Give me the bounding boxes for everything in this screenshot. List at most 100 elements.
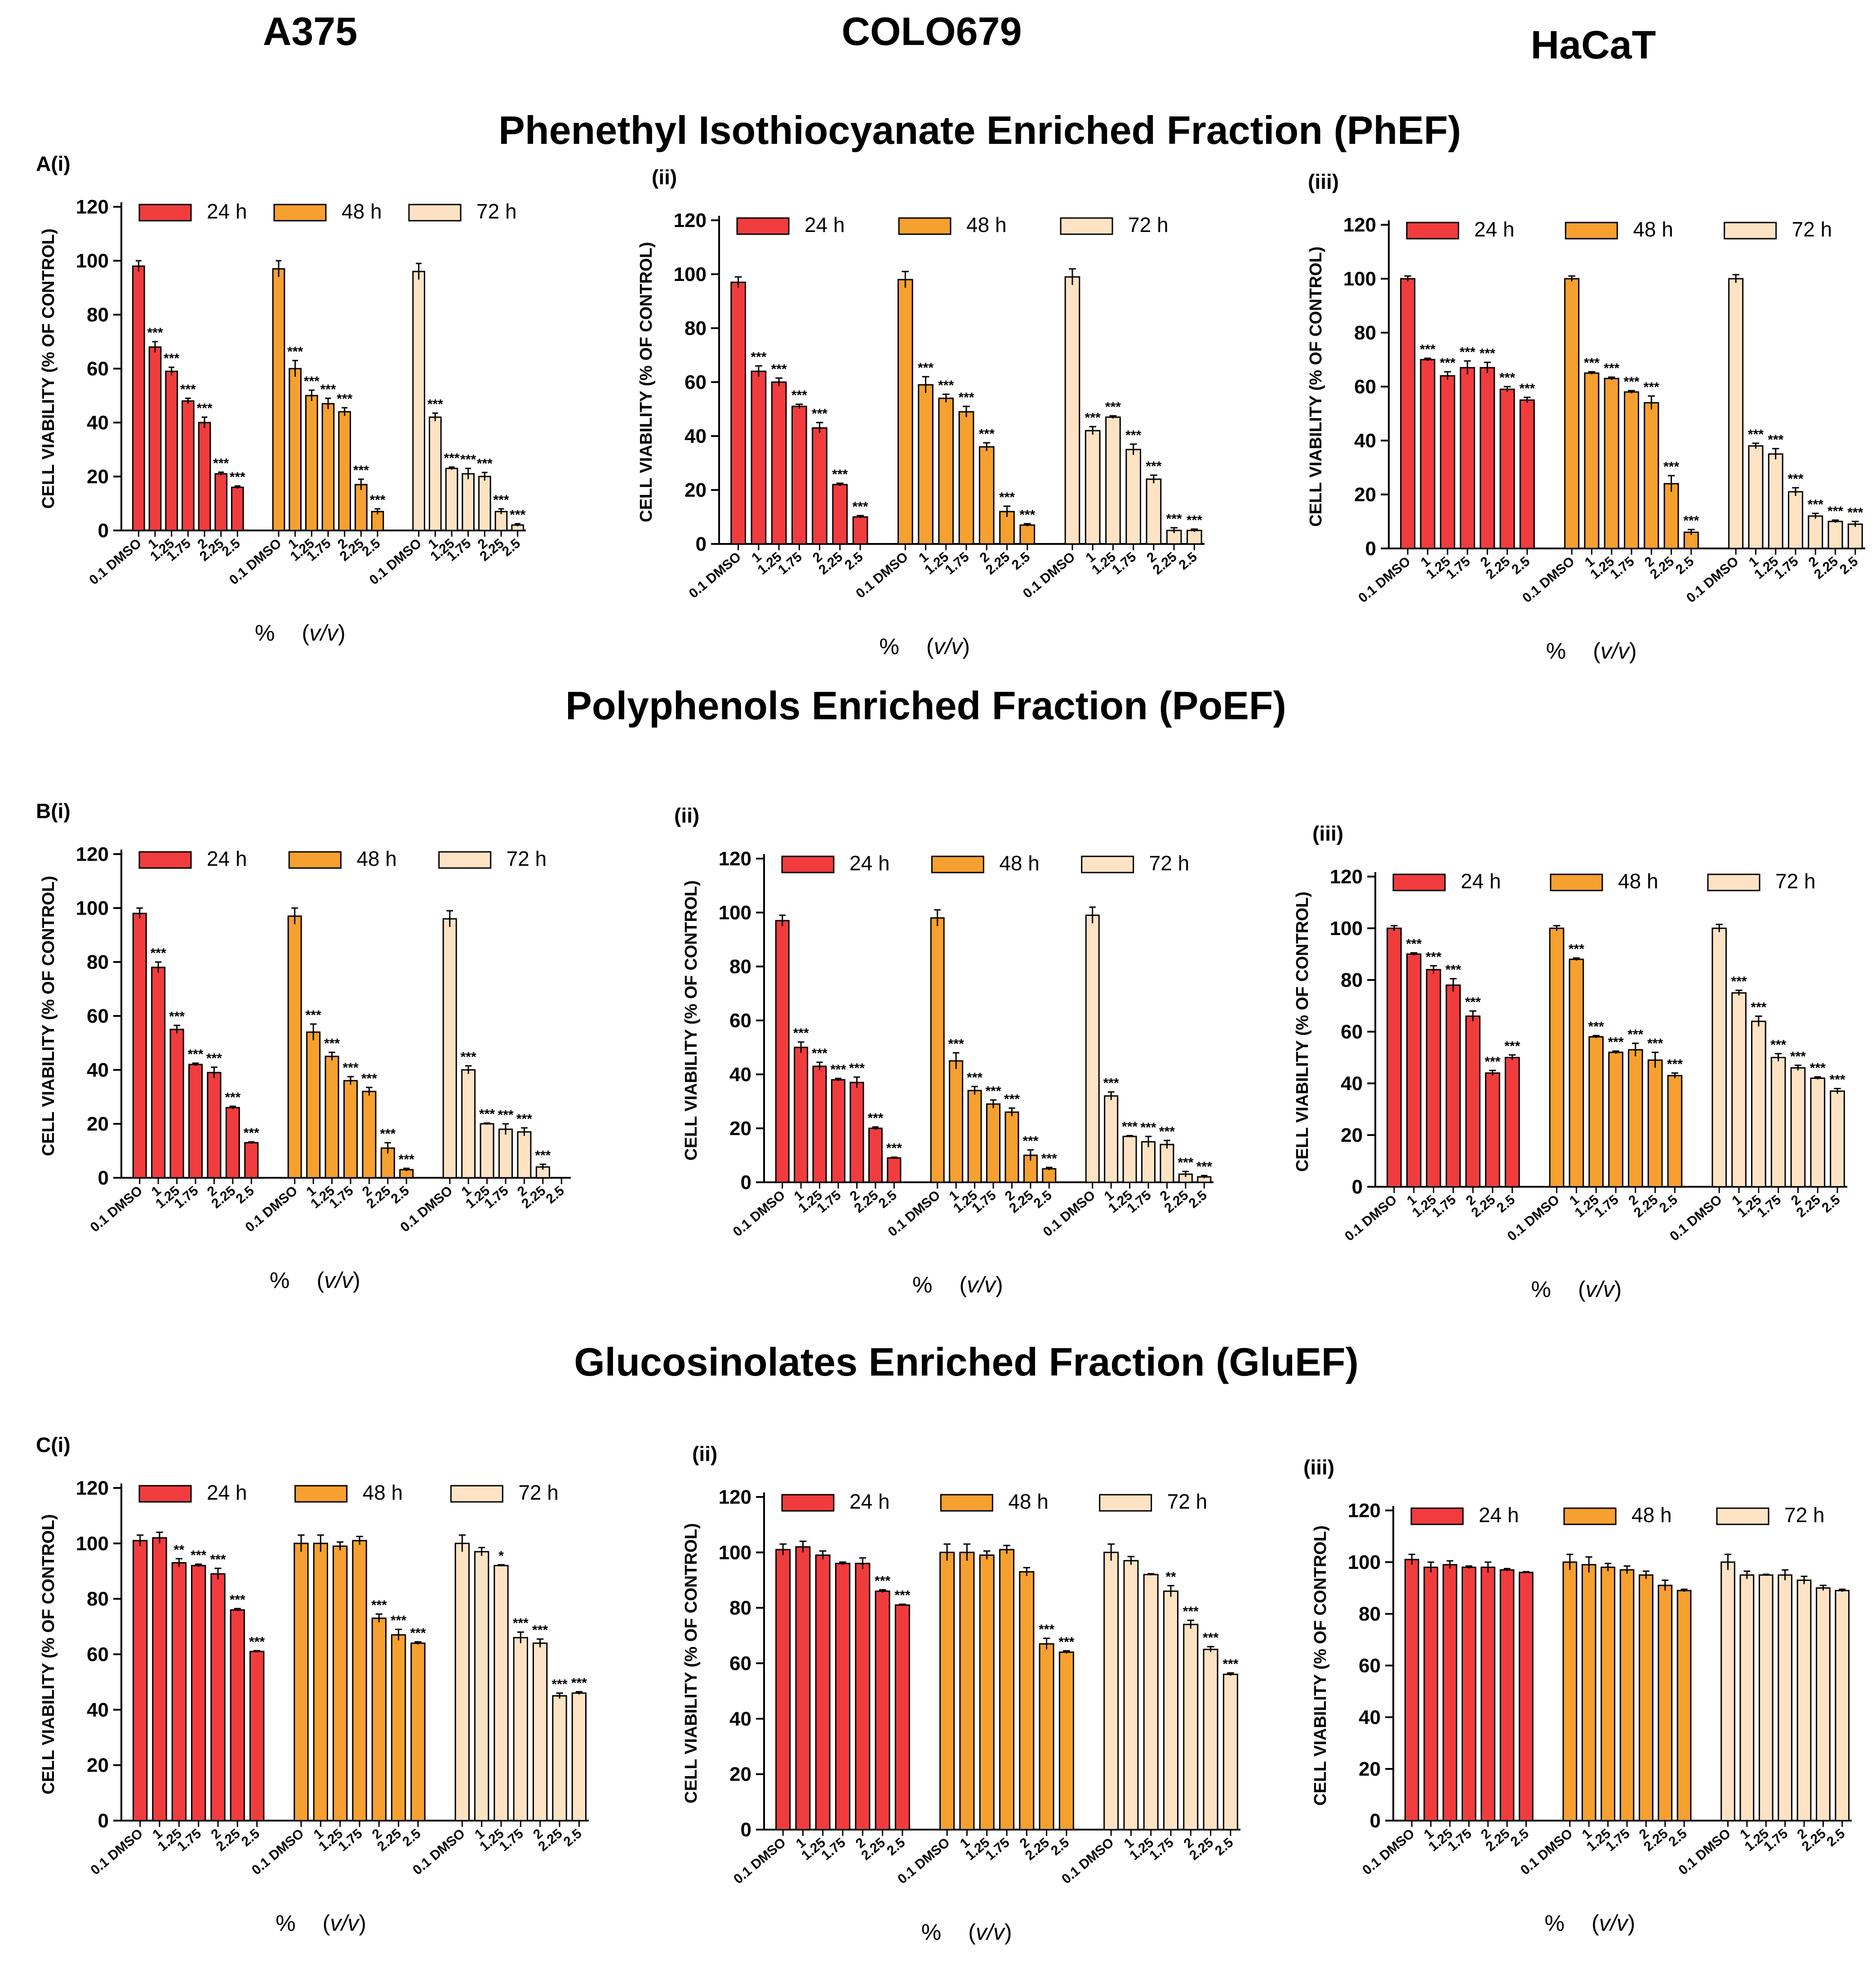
- significance-label: ***: [958, 390, 974, 405]
- significance-label: ***: [380, 1127, 396, 1141]
- y-tick-label: 80: [729, 1597, 751, 1619]
- y-tick-label: 20: [87, 1755, 109, 1777]
- bar: [1183, 1624, 1199, 1830]
- significance-label: ***: [1465, 995, 1481, 1010]
- bar: [1808, 515, 1823, 549]
- significance-label: ***: [1187, 513, 1202, 528]
- bar: [1187, 530, 1202, 545]
- x-axis-title: % (v/v): [1546, 638, 1637, 664]
- x-tick-label: 1.75: [1772, 554, 1801, 582]
- y-tick-label: 100: [76, 250, 109, 272]
- bar: [1847, 523, 1863, 549]
- section-title-poef: Polyphenols Enriched Fraction (PoEF): [565, 683, 1286, 728]
- x-tick-label: 2.5: [1186, 1188, 1210, 1211]
- legend-label: 48 h: [999, 851, 1040, 875]
- bar: [1203, 1648, 1218, 1830]
- x-tick-label: 2.5: [1666, 1826, 1689, 1849]
- bar: [1404, 1559, 1419, 1822]
- significance-label: ***: [979, 427, 995, 441]
- x-tick-label: 2.25: [1022, 1835, 1052, 1863]
- bar: [939, 1551, 955, 1830]
- x-axis-title-prefix: %: [276, 1911, 295, 1936]
- x-tick-label: 0.1 DMSO: [1342, 1192, 1400, 1244]
- y-tick-label: 60: [1359, 1655, 1381, 1677]
- bar: [230, 1609, 245, 1822]
- chart-panel-4: B(i) CELL VIABILITY (% OF CONTROL) 0 20 40 60…: [36, 799, 571, 1293]
- legend-swatch: [1392, 873, 1446, 891]
- x-axis-title-unit: v/v: [309, 620, 339, 646]
- legend-swatch: [736, 217, 790, 235]
- significance-label: ***: [1584, 356, 1600, 370]
- bar: [1731, 992, 1747, 1188]
- bar: [1105, 416, 1121, 545]
- y-tick-label: 80: [87, 1588, 109, 1610]
- bar: [1588, 1036, 1604, 1188]
- significance-label: ***: [1644, 380, 1659, 395]
- significance-label: ***: [853, 499, 868, 514]
- y-axis-title: CELL VIABILITY (% OF CONTROL): [682, 880, 701, 1160]
- significance-label: ***: [1627, 1027, 1643, 1042]
- significance-label: ***: [342, 1060, 358, 1075]
- x-axis-title-unit: v/v: [967, 1272, 997, 1297]
- bar: [171, 1562, 187, 1822]
- bar: [1720, 1561, 1735, 1822]
- bar: [999, 1549, 1014, 1830]
- panel-label: C(i): [36, 1433, 71, 1456]
- x-tick-label: 1.75: [1754, 1192, 1784, 1220]
- bar: [1223, 1674, 1238, 1830]
- panel-label: B(i): [36, 799, 71, 823]
- bar: [474, 1551, 489, 1822]
- bar: [1770, 1057, 1786, 1188]
- x-axis-title-prefix: %: [270, 1268, 289, 1293]
- bar: [1465, 1015, 1480, 1188]
- bar: [1042, 1168, 1057, 1183]
- legend-label: 48 h: [1631, 1503, 1672, 1527]
- bar: [979, 1554, 995, 1830]
- significance-label: ***: [371, 1598, 387, 1613]
- x-axis-title-close: ): [1628, 1911, 1636, 1936]
- legend-swatch: [138, 851, 192, 869]
- x-tick-label: 1.75: [1109, 549, 1139, 578]
- y-tick-label: 120: [719, 848, 751, 870]
- bar: [1676, 1590, 1692, 1822]
- x-tick-label: 2.5: [359, 536, 383, 559]
- significance-label: ***: [1183, 1604, 1199, 1619]
- significance-label: ***: [230, 470, 245, 485]
- legend-swatch: [1099, 1494, 1152, 1512]
- x-axis-title: % (v/v): [912, 1272, 1003, 1297]
- bar: [1480, 1567, 1496, 1822]
- significance-label: ***: [571, 1675, 587, 1690]
- chart-panel-8: (ii) CELL VIABILITY (% OF CONTROL) 0 20 40 60…: [682, 1442, 1240, 1945]
- bar: [210, 1573, 226, 1822]
- x-axis-title: % (v/v): [255, 620, 346, 646]
- column-header-a375: A375: [263, 9, 357, 53]
- x-tick-label: 2.25: [536, 1826, 565, 1854]
- x-tick-label: 2.5: [388, 1183, 412, 1207]
- bar: [1667, 1075, 1683, 1188]
- y-axis-title: CELL VIABILITY (% OF CONTROL): [39, 228, 58, 508]
- bar: [875, 1590, 890, 1830]
- legend-label: 24 h: [1461, 869, 1501, 893]
- significance-label: ***: [337, 392, 352, 406]
- x-axis-title-prefix: %: [1545, 1911, 1565, 1936]
- bar: [362, 1091, 377, 1179]
- bar: [1644, 402, 1659, 549]
- bar: [1058, 1651, 1074, 1830]
- y-axis-title: CELL VIABILITY (% OF CONTROL): [682, 1523, 701, 1803]
- bar: [1123, 1560, 1139, 1830]
- y-tick-label: 0: [1370, 1810, 1381, 1832]
- bar: [1445, 984, 1461, 1188]
- x-tick-label: 1.75: [819, 1835, 849, 1863]
- significance-label: ***: [1420, 342, 1436, 357]
- x-tick-label: 2.5: [1837, 554, 1861, 577]
- bar: [1728, 278, 1744, 549]
- x-tick-label: 2.5: [884, 1835, 908, 1858]
- x-tick-label: 1.75: [1429, 1192, 1459, 1220]
- legend-label: 24 h: [207, 1481, 247, 1504]
- significance-label: ***: [771, 362, 787, 377]
- bar: [287, 915, 302, 1179]
- significance-label: ***: [1426, 949, 1441, 964]
- legend-label: 24 h: [1479, 1503, 1519, 1527]
- bar: [1830, 1090, 1845, 1188]
- bar: [412, 271, 425, 531]
